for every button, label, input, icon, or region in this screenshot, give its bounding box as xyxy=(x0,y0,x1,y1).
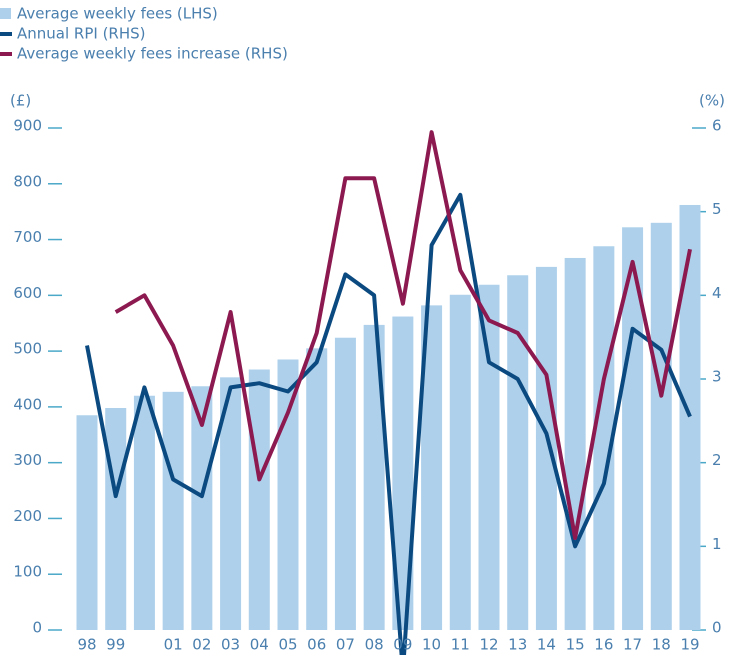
y-tick-label: 400 xyxy=(13,395,42,413)
legend-swatch xyxy=(0,8,11,19)
y2-tick-label: 3 xyxy=(712,368,722,386)
y-tick-label: 200 xyxy=(13,507,42,525)
x-tick-label: 16 xyxy=(594,636,613,654)
y2-tick-label: 1 xyxy=(712,535,722,553)
x-tick-label: 01 xyxy=(164,636,183,654)
legend-label: Average weekly fees (LHS) xyxy=(17,5,218,23)
y-tick-label: 900 xyxy=(13,117,42,135)
bar xyxy=(76,415,98,630)
x-tick-label: 05 xyxy=(278,636,297,654)
x-tick-label: 03 xyxy=(221,636,240,654)
line xyxy=(85,192,692,655)
bar xyxy=(421,305,443,630)
bar xyxy=(392,316,414,630)
bar xyxy=(277,359,299,630)
bar xyxy=(478,284,500,630)
y-tick-label: 600 xyxy=(13,284,42,302)
legend-label: Average weekly fees increase (RHS) xyxy=(17,45,288,63)
y2-tick-label: 0 xyxy=(712,619,722,637)
bar xyxy=(306,348,328,630)
bar xyxy=(220,377,242,630)
y-tick-label: 700 xyxy=(13,228,42,246)
y-tick-label: 0 xyxy=(32,619,42,637)
x-tick-label: 14 xyxy=(537,636,556,654)
x-tick-label: 09 xyxy=(393,636,412,654)
y-tick-label: 300 xyxy=(13,451,42,469)
x-tick-label: 13 xyxy=(508,636,527,654)
bar xyxy=(248,369,270,630)
y-tick-label: 800 xyxy=(13,172,42,190)
bar xyxy=(650,222,672,631)
bar xyxy=(162,391,184,630)
x-tick-label: 02 xyxy=(192,636,211,654)
line xyxy=(114,130,692,540)
y2-tick-label: 6 xyxy=(712,117,722,135)
y2-tick-label: 2 xyxy=(712,451,722,469)
x-tick-label: 99 xyxy=(106,636,125,654)
x-tick-label: 18 xyxy=(652,636,671,654)
bar xyxy=(622,227,644,631)
x-tick-label: 19 xyxy=(680,636,699,654)
x-tick-label: 04 xyxy=(250,636,269,654)
x-tick-label: 08 xyxy=(365,636,384,654)
y2-axis-label: (%) xyxy=(699,92,725,110)
bar xyxy=(449,294,471,630)
bar xyxy=(363,324,385,630)
x-tick-label: 12 xyxy=(479,636,498,654)
x-tick-label: 98 xyxy=(77,636,96,654)
y2-tick-label: 5 xyxy=(712,200,722,218)
bar xyxy=(105,408,127,630)
bar xyxy=(334,337,356,630)
bar xyxy=(593,246,615,630)
bar xyxy=(679,204,701,630)
x-tick-label: 06 xyxy=(307,636,326,654)
legend-label: Annual RPI (RHS) xyxy=(17,25,146,43)
x-tick-label: 17 xyxy=(623,636,642,654)
y-axis-label: (£) xyxy=(10,92,31,110)
bar xyxy=(133,395,155,630)
y2-tick-label: 4 xyxy=(712,284,722,302)
x-tick-label: 15 xyxy=(566,636,585,654)
bar xyxy=(507,275,529,630)
bar xyxy=(191,386,213,630)
bar xyxy=(535,266,557,630)
x-tick-label: 11 xyxy=(451,636,470,654)
bar xyxy=(564,257,586,630)
x-tick-label: 10 xyxy=(422,636,441,654)
x-tick-label: 07 xyxy=(336,636,355,654)
y-tick-label: 100 xyxy=(13,563,42,581)
y-tick-label: 500 xyxy=(13,340,42,358)
